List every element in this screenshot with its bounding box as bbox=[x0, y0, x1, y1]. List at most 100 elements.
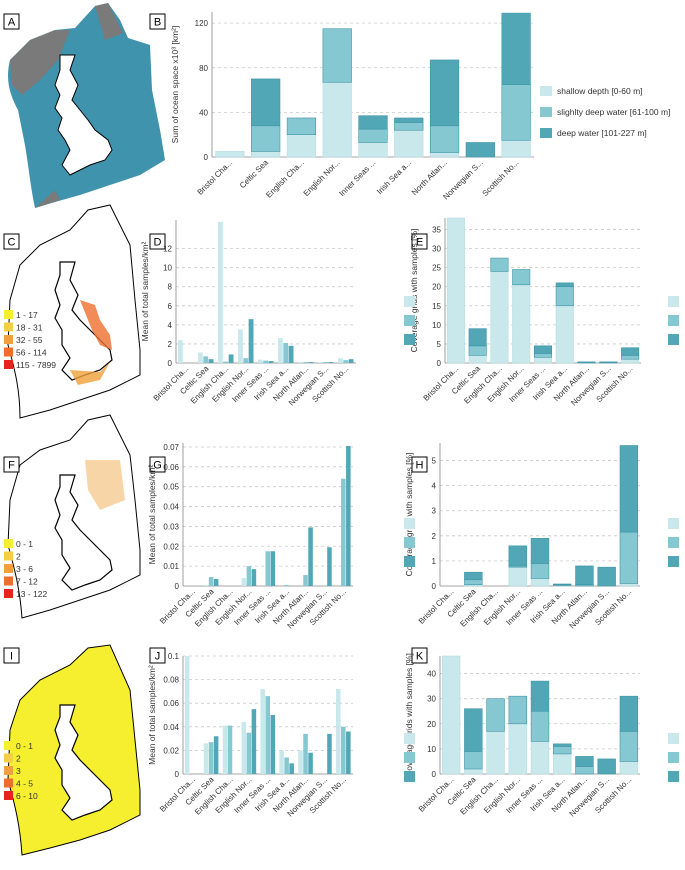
map-legend-swatch-f-2 bbox=[4, 564, 13, 573]
ytick-d-6: 12 bbox=[163, 245, 172, 254]
ylabel-j: Mean of total samples/km² bbox=[147, 665, 157, 765]
bar-k-4-1 bbox=[530, 710, 550, 742]
bar-k-5-0 bbox=[553, 753, 572, 775]
bar-d-8-2 bbox=[348, 359, 354, 363]
bar-k-4-2 bbox=[530, 680, 550, 712]
bar-b-1-0 bbox=[251, 151, 281, 158]
mini-legend-swatch-3-2 bbox=[668, 556, 679, 567]
mini-legend-swatch-2-1 bbox=[404, 537, 415, 548]
xtick-b-5: Irish Sea a... bbox=[375, 158, 413, 196]
map-legend-swatch-i-2 bbox=[4, 766, 13, 775]
bar-k-2-0 bbox=[486, 731, 505, 775]
panel-labels: A B C D E F G H I J K bbox=[3, 13, 428, 664]
bar-k-0-0 bbox=[441, 655, 461, 775]
panel-label-g: G bbox=[153, 460, 162, 472]
bar-h-8-0 bbox=[619, 583, 639, 587]
bar-d-3-2 bbox=[248, 319, 254, 363]
ytick-g-1: 0.01 bbox=[163, 562, 179, 571]
bar-e-3-0 bbox=[512, 284, 531, 364]
bar-k-3-1 bbox=[508, 695, 527, 725]
bar-b-2-1 bbox=[286, 117, 317, 135]
bar-j-8-0 bbox=[336, 689, 341, 774]
map-legend-label-f-2: 3 - 6 bbox=[16, 564, 33, 574]
bar-g-1-0 bbox=[203, 585, 209, 586]
ytick-e-1: 5 bbox=[437, 340, 442, 349]
bar-h-4-0 bbox=[530, 578, 550, 587]
bar-k-6-1 bbox=[575, 766, 594, 775]
map-legend-label-c-1: 18 - 31 bbox=[16, 323, 43, 333]
ytick-e-2: 10 bbox=[432, 321, 441, 330]
chart-b: 0 40 80 120 Sum of ocean space x10³ [km²] Bri… bbox=[170, 12, 534, 202]
bar-d-8-0 bbox=[338, 358, 343, 363]
bar-b-4-1 bbox=[358, 128, 388, 143]
bar-h-3-0 bbox=[508, 566, 527, 587]
panel-label-h: H bbox=[416, 460, 424, 472]
bar-j-0-0 bbox=[184, 656, 190, 774]
map-legend-label-f-0: 0 - 1 bbox=[16, 539, 33, 549]
bar-e-2-1 bbox=[490, 257, 509, 272]
bar-k-5-1 bbox=[553, 746, 572, 755]
map-i-land bbox=[54, 704, 113, 821]
ylabel-k: Coverage grids with samples [%] bbox=[404, 653, 414, 777]
ytick-d-5: 10 bbox=[163, 264, 172, 273]
ytick-g-7: 0.07 bbox=[163, 443, 179, 452]
bar-k-1-1 bbox=[464, 751, 483, 770]
panel-label-a: A bbox=[8, 17, 16, 29]
panel-label-box-i bbox=[3, 647, 20, 664]
ytick-e-4: 20 bbox=[432, 283, 441, 292]
mini-legend-swatch-2-0 bbox=[404, 518, 415, 529]
bar-d-2-1 bbox=[223, 361, 229, 363]
bar-e-2-0 bbox=[490, 271, 509, 364]
bar-b-8-2 bbox=[501, 12, 531, 85]
map-legend-swatch-c-0 bbox=[4, 310, 13, 319]
bar-d-3-1 bbox=[243, 358, 249, 363]
bar-e-5-1 bbox=[555, 286, 574, 307]
map-f bbox=[7, 414, 141, 619]
bar-e-1-2 bbox=[468, 328, 487, 347]
xtick-b-3: English Nor... bbox=[302, 158, 342, 198]
bar-e-4-0 bbox=[533, 356, 553, 364]
ytick-h-1: 1 bbox=[432, 557, 437, 566]
bar-e-8-2 bbox=[621, 347, 640, 356]
bar-b-6-1 bbox=[429, 125, 460, 153]
xtick-k-0: Bristol Cha... bbox=[417, 775, 456, 814]
ytick-b-3: 120 bbox=[195, 19, 209, 28]
ytick-j-4: 0.08 bbox=[163, 676, 179, 685]
bar-b-4-0 bbox=[358, 142, 388, 158]
chart-e: 0 5 10 15 20 25 30 35 Coverage grids with sample… bbox=[409, 217, 641, 408]
ytick-e-0: 0 bbox=[437, 359, 442, 368]
mini-legend-swatch-0-1 bbox=[404, 315, 415, 326]
xtick-b-4: Inner Seas ... bbox=[337, 158, 377, 198]
xtick-b-1: Celtic Sea bbox=[238, 158, 271, 191]
bar-j-6-1 bbox=[303, 733, 308, 774]
xtick-h-0: Bristol Cha... bbox=[417, 587, 456, 626]
ylabel-h: Coverage grids with samples [%] bbox=[404, 453, 414, 577]
bar-g-1-2 bbox=[213, 579, 219, 586]
map-legend-swatch-i-0 bbox=[4, 741, 13, 750]
bar-k-8-1 bbox=[619, 731, 639, 762]
map-i bbox=[7, 644, 141, 856]
bar-e-1-1 bbox=[468, 345, 487, 356]
map-legend-label-c-3: 56 - 114 bbox=[16, 348, 47, 358]
bar-k-6-2 bbox=[575, 756, 594, 767]
map-a-sea bbox=[7, 3, 165, 208]
map-legend-swatch-c-4 bbox=[4, 360, 13, 369]
ytick-d-3: 6 bbox=[168, 302, 173, 311]
bar-k-5-2 bbox=[553, 743, 572, 747]
bar-j-8-1 bbox=[341, 726, 346, 774]
bar-g-1-1 bbox=[208, 577, 214, 586]
bar-j-5-1 bbox=[284, 757, 289, 774]
map-legends: 1 - 17 18 - 31 32 - 55 56 - 114 115 - 7899 0 … bbox=[4, 310, 56, 801]
ytick-g-5: 0.05 bbox=[163, 483, 179, 492]
bar-e-8-0 bbox=[621, 358, 640, 364]
panel-label-box-c bbox=[3, 233, 20, 250]
bar-e-6-2 bbox=[577, 361, 596, 364]
ytick-h-4: 4 bbox=[432, 482, 437, 491]
bar-g-4-2 bbox=[270, 551, 276, 586]
bar-h-1-1 bbox=[464, 579, 483, 586]
panel-label-box-e bbox=[411, 233, 428, 250]
ytick-j-5: 0.1 bbox=[168, 652, 180, 661]
panel-label-e: E bbox=[416, 237, 423, 249]
ytick-d-4: 8 bbox=[168, 283, 173, 292]
